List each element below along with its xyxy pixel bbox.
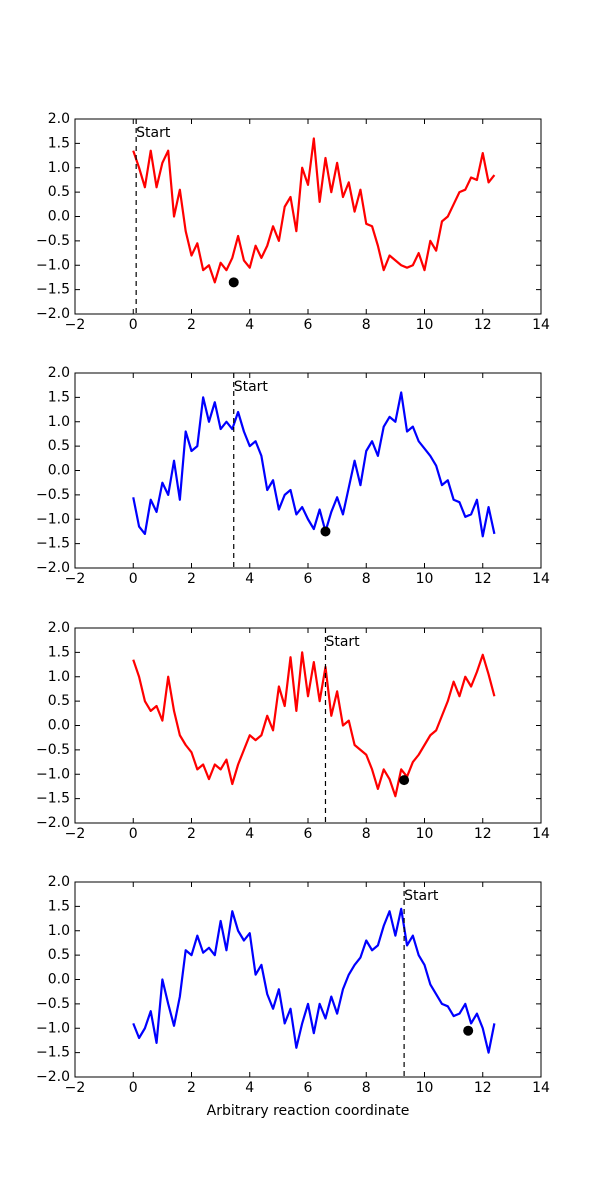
start-label: Start <box>404 888 439 904</box>
x-tick-label: 14 <box>532 317 550 333</box>
x-tick-label: 8 <box>362 317 371 333</box>
x-tick-label: −2 <box>65 571 86 587</box>
marker-point <box>399 775 410 786</box>
y-tick-label: 2.0 <box>48 111 70 127</box>
plot-area <box>75 882 541 1077</box>
y-tick-label: 0.0 <box>48 718 70 734</box>
y-tick-label: −1.5 <box>36 791 70 807</box>
y-tick-label: 1.5 <box>48 644 70 660</box>
data-line <box>132 137 496 284</box>
x-tick-label: 0 <box>129 571 138 587</box>
y-tick-label: 2.0 <box>48 874 70 890</box>
x-tick-label: −2 <box>65 317 86 333</box>
y-tick-label: 1.0 <box>48 923 70 939</box>
x-tick-label: 6 <box>304 826 313 842</box>
marker-point <box>320 526 331 537</box>
y-tick-label: 2.0 <box>48 620 70 636</box>
plot-frame <box>74 372 542 569</box>
x-tick-label: 10 <box>416 826 434 842</box>
x-tick-label: 12 <box>474 317 492 333</box>
start-label: Start <box>136 125 171 141</box>
x-tick-label: −2 <box>65 1080 86 1096</box>
plot-area <box>75 373 541 568</box>
start-label: Start <box>325 634 360 650</box>
y-tick-label: 0.5 <box>48 184 70 200</box>
y-tick-label: 1.5 <box>48 135 70 151</box>
x-tick-label: 14 <box>532 1080 550 1096</box>
data-line <box>132 391 496 538</box>
x-tick-label: 14 <box>532 826 550 842</box>
y-tick-label: −1.5 <box>36 282 70 298</box>
x-tick-label: 12 <box>474 1080 492 1096</box>
y-tick-label: 1.5 <box>48 389 70 405</box>
x-tick-label: 6 <box>304 1080 313 1096</box>
x-tick-label: 8 <box>362 1080 371 1096</box>
x-tick-label: 4 <box>245 571 254 587</box>
y-tick-label: −1.0 <box>36 766 70 782</box>
data-line <box>132 651 496 798</box>
x-tick-label: 2 <box>187 571 196 587</box>
x-tick-label: 8 <box>362 826 371 842</box>
x-tick-label: 14 <box>532 571 550 587</box>
y-tick-label: −0.5 <box>36 996 70 1012</box>
data-line <box>132 907 496 1054</box>
y-tick-label: 0.0 <box>48 972 70 988</box>
x-tick-label: 0 <box>129 826 138 842</box>
y-tick-label: −2.0 <box>36 306 70 322</box>
plot-frame <box>74 627 542 824</box>
y-tick-label: −2.0 <box>36 1069 70 1085</box>
y-tick-label: −1.0 <box>36 257 70 273</box>
start-label: Start <box>234 379 269 395</box>
y-tick-label: −1.0 <box>36 1020 70 1036</box>
y-tick-label: −2.0 <box>36 560 70 576</box>
marker-point <box>228 277 239 288</box>
x-tick-label: 2 <box>187 1080 196 1096</box>
x-tick-label: 12 <box>474 826 492 842</box>
plot-frame <box>74 881 542 1078</box>
x-tick-label: 4 <box>245 1080 254 1096</box>
y-tick-label: −2.0 <box>36 815 70 831</box>
y-tick-label: −0.5 <box>36 233 70 249</box>
x-axis-label: Arbitrary reaction coordinate <box>207 1103 410 1119</box>
y-tick-label: 0.5 <box>48 438 70 454</box>
x-tick-label: 10 <box>416 1080 434 1096</box>
x-tick-label: 12 <box>474 571 492 587</box>
y-tick-label: 0.0 <box>48 463 70 479</box>
x-tick-label: −2 <box>65 826 86 842</box>
x-tick-label: 6 <box>304 571 313 587</box>
x-tick-label: 10 <box>416 317 434 333</box>
x-tick-label: 6 <box>304 317 313 333</box>
y-tick-label: 1.0 <box>48 414 70 430</box>
plot-frame <box>74 118 542 315</box>
y-tick-label: −0.5 <box>36 742 70 758</box>
x-tick-label: 10 <box>416 571 434 587</box>
y-tick-label: 1.0 <box>48 160 70 176</box>
y-tick-label: −1.5 <box>36 536 70 552</box>
y-tick-label: 1.5 <box>48 898 70 914</box>
y-tick-label: 0.5 <box>48 693 70 709</box>
y-tick-label: 2.0 <box>48 365 70 381</box>
x-tick-label: 8 <box>362 571 371 587</box>
y-tick-label: 0.0 <box>48 209 70 225</box>
y-tick-label: 1.0 <box>48 669 70 685</box>
y-tick-label: −0.5 <box>36 487 70 503</box>
y-tick-label: −1.0 <box>36 511 70 527</box>
y-tick-label: 0.5 <box>48 947 70 963</box>
x-tick-label: 4 <box>245 826 254 842</box>
x-tick-label: 2 <box>187 826 196 842</box>
x-tick-label: 0 <box>129 1080 138 1096</box>
plot-area <box>75 628 541 823</box>
x-tick-label: 4 <box>245 317 254 333</box>
x-tick-label: 2 <box>187 317 196 333</box>
x-tick-label: 0 <box>129 317 138 333</box>
plot-area <box>75 119 541 314</box>
marker-point <box>463 1025 474 1036</box>
y-tick-label: −1.5 <box>36 1045 70 1061</box>
